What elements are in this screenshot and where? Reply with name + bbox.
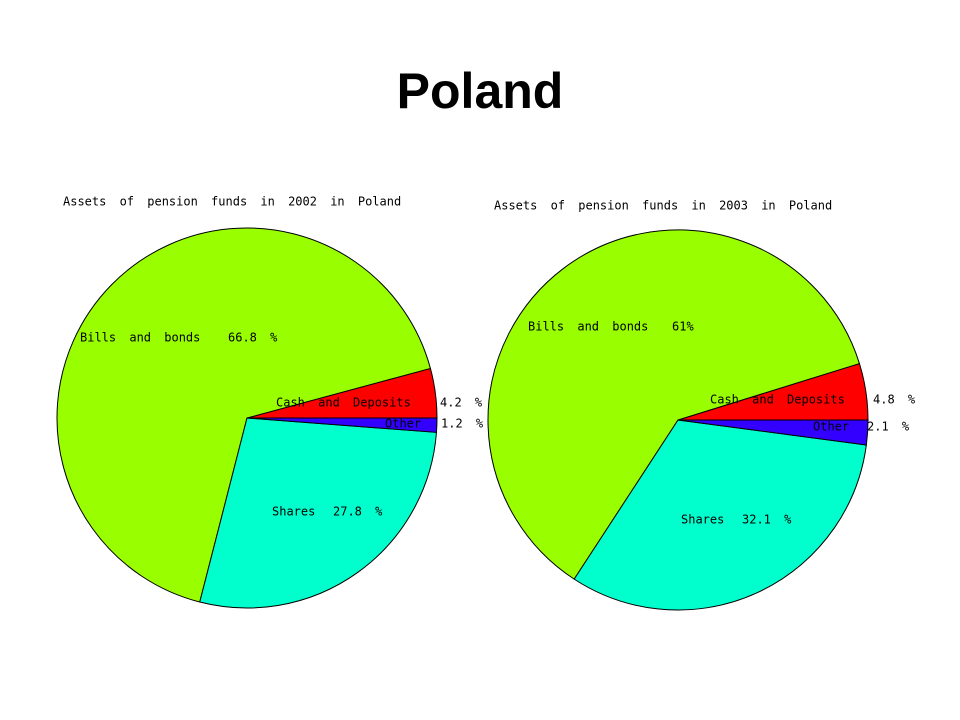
chart-title: Assets of pension funds in 2003 in Polan… bbox=[494, 199, 832, 213]
slice-label: Other bbox=[813, 420, 849, 434]
slice-label: Shares bbox=[272, 505, 315, 519]
slice-label: Bills and bonds bbox=[528, 320, 648, 334]
pie-slice bbox=[487, 229, 861, 580]
value-label: 2.1 % bbox=[867, 420, 910, 434]
slide-title: Poland bbox=[397, 63, 564, 119]
pie-slice bbox=[677, 419, 869, 446]
slice-label: Cash and Deposits bbox=[710, 393, 845, 407]
slice-label: Other bbox=[385, 417, 421, 431]
slice-label: Bills and bonds bbox=[80, 331, 200, 345]
value-label: 4.8 % bbox=[873, 393, 916, 407]
chart-title: Assets of pension funds in 2002 in Polan… bbox=[63, 195, 401, 209]
pie-slice bbox=[199, 417, 437, 609]
value-label: 27.8 % bbox=[333, 505, 383, 519]
value-label: 32.1 % bbox=[742, 513, 792, 527]
value-label: 66.8 % bbox=[228, 331, 278, 345]
pie-slice bbox=[56, 227, 432, 603]
pie-slice bbox=[246, 417, 438, 433]
pie-slice bbox=[573, 419, 867, 611]
value-label: 1.2 % bbox=[441, 417, 484, 431]
slice-label: Shares bbox=[681, 513, 724, 527]
value-label: 4.2 % bbox=[440, 396, 483, 410]
slice-label: Cash and Deposits bbox=[276, 396, 411, 410]
value-label: 61% bbox=[672, 320, 694, 334]
